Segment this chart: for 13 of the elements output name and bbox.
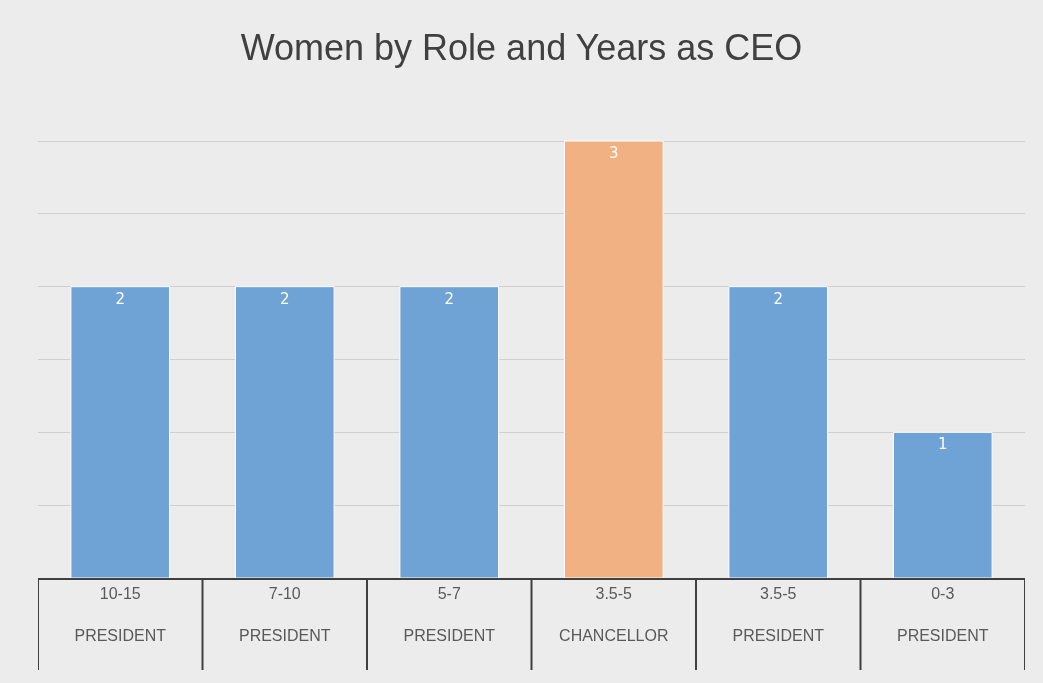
data-label: 1 [937,435,948,454]
data-label: 2 [773,289,784,308]
category-label: 7-10 PRESIDENT [238,585,331,644]
chart-title: Women by Role and Years as CEO [240,27,803,69]
data-label: 2 [279,289,290,308]
category-label: 3.5-5 PRESIDENT [732,585,825,644]
category-label: 10-15 PRESIDENT [74,585,167,644]
category-label: 5-7 PRESIDENT [403,585,496,644]
category-label: 0-3 PRESIDENT [896,585,989,644]
data-label: 2 [115,289,126,308]
category-label: 3.5-5 CHANCELLOR [559,585,669,644]
data-label: 2 [444,289,455,308]
data-label: 3 [608,144,619,162]
